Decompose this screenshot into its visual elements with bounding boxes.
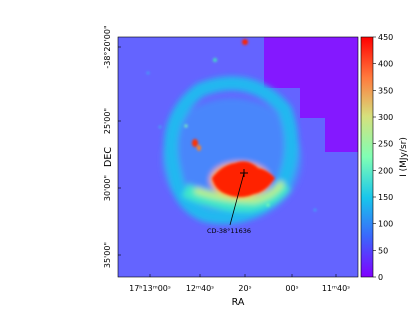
colorbar-tick-label: 50 [378,246,388,255]
y-tick-label: 25'00" [103,108,112,134]
sky-image [118,37,358,277]
annotation-arrow [229,172,245,226]
annotation: CD-38°11636 [207,227,251,235]
x-tick-label: 00ˢ [285,284,298,293]
y-tick-label: 35'00" [103,242,112,268]
x-tick-label: 20ˢ [238,284,251,293]
colorbar-tick-label: 300 [378,113,393,122]
x-tick-label: 11ᵐ40ˢ [322,284,350,293]
x-tick-label: 12ᵐ40ˢ [186,284,214,293]
y-axis-label: DEC [103,147,114,167]
colorbar-tick-label: 150 [378,193,393,202]
colorbar-tick-label: 0 [378,273,383,282]
colorbar-tick-label: 400 [378,60,393,69]
colorbar-tick-label: 250 [378,140,393,149]
colorbar-tick-label: 100 [378,220,393,229]
colorbar [360,36,374,278]
colorbar-tick-label: 450 [378,33,393,42]
x-tick-label: 17ʰ13ᵐ00ˢ [129,284,171,293]
colorbar-label: I (MJy/sr) [399,137,409,177]
y-tick-label: 30'00" [103,175,112,201]
x-axis-label: RA [232,297,245,308]
colorbar-tick-label: 200 [378,166,393,175]
image-frame [117,36,359,278]
y-tick-label: -38°20'00" [103,25,112,68]
colorbar-tick-label: 350 [378,86,393,95]
